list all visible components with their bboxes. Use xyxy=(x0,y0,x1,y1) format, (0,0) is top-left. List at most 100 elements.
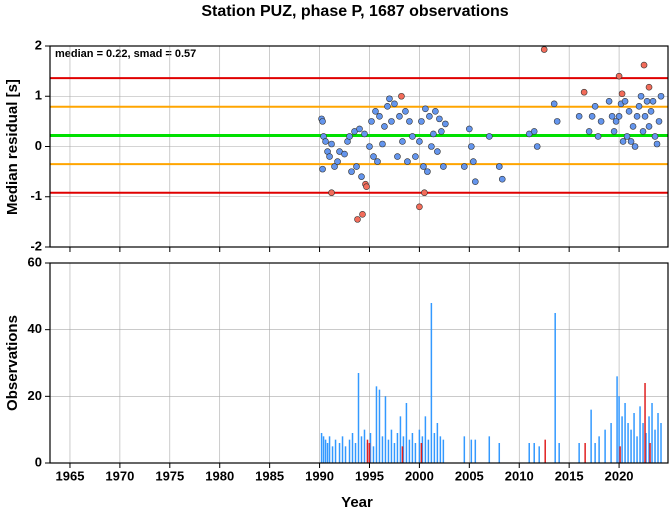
point xyxy=(585,128,593,135)
point xyxy=(328,189,335,197)
y-tick-label: 0 xyxy=(35,138,42,153)
bar xyxy=(645,433,647,463)
point xyxy=(388,118,395,125)
point xyxy=(608,113,616,120)
bar xyxy=(411,433,414,463)
point xyxy=(354,216,361,223)
bar xyxy=(660,423,662,463)
bar xyxy=(544,439,546,463)
point xyxy=(346,133,353,140)
bar xyxy=(354,443,357,463)
point xyxy=(649,97,657,105)
bar xyxy=(322,436,325,463)
point xyxy=(645,83,653,91)
bar xyxy=(357,373,360,463)
point xyxy=(553,118,561,125)
point xyxy=(591,103,599,110)
bar xyxy=(439,436,442,463)
bar xyxy=(320,433,323,463)
point xyxy=(381,123,388,130)
point xyxy=(394,153,401,160)
bar xyxy=(387,439,390,463)
y-tick-label: 1 xyxy=(35,88,42,103)
point xyxy=(610,128,618,135)
point xyxy=(651,133,659,140)
bar xyxy=(598,436,600,463)
point xyxy=(623,133,631,140)
x-tick-label: 1995 xyxy=(355,468,384,483)
point xyxy=(470,158,477,165)
bar xyxy=(488,436,491,463)
point xyxy=(363,183,370,190)
point xyxy=(358,173,365,180)
bar xyxy=(402,436,405,463)
point xyxy=(619,138,627,145)
point xyxy=(629,123,637,130)
bar xyxy=(414,443,417,463)
bar xyxy=(639,406,641,463)
x-axis-label: Year xyxy=(341,494,373,511)
point xyxy=(580,88,588,96)
bar xyxy=(616,376,618,463)
point xyxy=(485,133,493,140)
chart-title: Station PUZ, phase P, 1687 observations xyxy=(201,3,508,20)
point xyxy=(633,113,641,120)
bar xyxy=(378,389,381,463)
bar xyxy=(334,439,337,463)
point xyxy=(391,100,398,108)
bar xyxy=(324,439,327,463)
plot-frame xyxy=(49,45,669,248)
point xyxy=(639,128,647,135)
bar xyxy=(636,436,638,463)
point xyxy=(612,118,620,125)
bar xyxy=(331,446,334,463)
point xyxy=(331,163,338,170)
bar xyxy=(372,446,375,463)
point xyxy=(359,211,366,218)
point xyxy=(319,118,326,125)
point xyxy=(379,140,386,148)
bar xyxy=(578,443,580,463)
point xyxy=(594,133,602,140)
point xyxy=(637,92,645,100)
bar xyxy=(604,429,606,463)
point xyxy=(366,143,373,150)
bar xyxy=(390,429,393,463)
point xyxy=(322,138,329,145)
point xyxy=(653,140,661,148)
bar xyxy=(401,446,404,463)
bar xyxy=(621,416,623,463)
annotation: median = 0.22, smad = 0.57 xyxy=(55,48,196,60)
point xyxy=(370,153,377,160)
point xyxy=(420,163,427,170)
point xyxy=(618,90,626,98)
bar xyxy=(436,423,439,463)
x-tick-label: 1990 xyxy=(305,468,334,483)
point xyxy=(466,125,473,133)
plot-frame xyxy=(49,262,669,464)
point xyxy=(645,123,653,130)
x-tick-label: 1985 xyxy=(255,468,284,483)
point xyxy=(432,108,439,115)
bar xyxy=(360,436,363,463)
y-tick-label: 40 xyxy=(28,321,42,336)
point xyxy=(396,113,403,120)
bar xyxy=(399,416,402,463)
bar xyxy=(498,443,501,463)
x-tick-label: 1980 xyxy=(205,468,234,483)
point xyxy=(575,113,583,120)
x-tick-label: 2000 xyxy=(405,468,434,483)
bar xyxy=(474,439,477,463)
bar xyxy=(408,439,411,463)
point xyxy=(384,103,391,110)
point xyxy=(348,168,355,175)
bar xyxy=(421,436,424,463)
bar xyxy=(630,429,632,463)
point xyxy=(635,103,643,110)
bar xyxy=(651,403,653,463)
bar xyxy=(618,396,620,463)
point xyxy=(372,108,379,115)
point xyxy=(416,138,423,145)
point xyxy=(334,158,341,165)
